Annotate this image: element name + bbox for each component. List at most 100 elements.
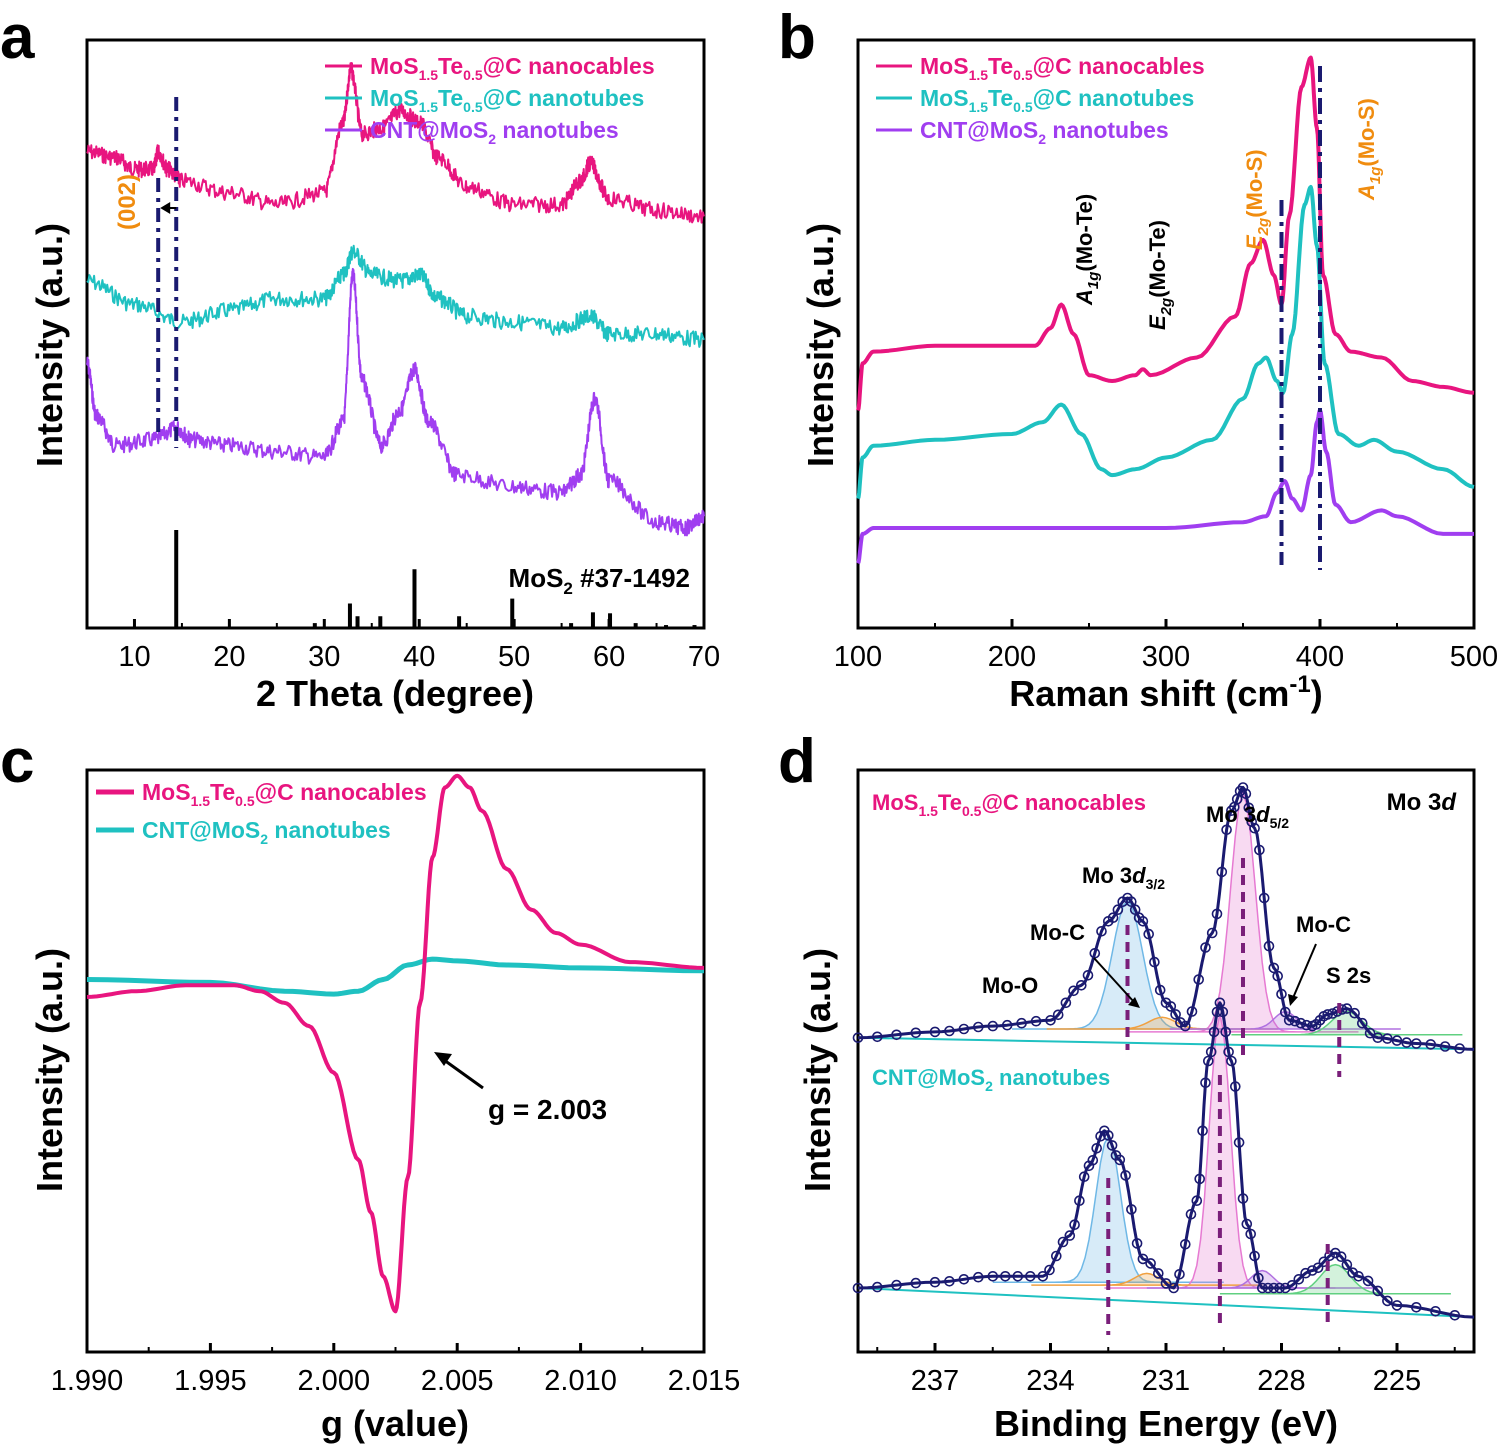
data-marker: [958, 1274, 970, 1285]
data-marker: [1249, 1250, 1260, 1262]
data-marker: [1372, 1285, 1384, 1297]
data-marker: [1391, 1035, 1403, 1046]
data-marker: [1430, 1306, 1441, 1317]
x-tick-label: 2.005: [421, 1365, 494, 1397]
data-marker: [1240, 788, 1252, 800]
panel-b-series-line: [856, 185, 1475, 500]
data-marker: [1262, 1282, 1274, 1294]
data-marker: [1076, 979, 1087, 991]
raman-peak-label: A1g(Mo-Te): [1072, 194, 1102, 306]
x-tick-label: 50: [498, 641, 530, 673]
x-tick-label: 40: [403, 641, 435, 673]
data-marker: [1057, 1236, 1069, 1248]
panel-a-frame: [85, 38, 706, 630]
data-marker: [1327, 1008, 1338, 1019]
data-marker: [1154, 984, 1166, 996]
x-tick-label: 225: [1373, 1365, 1421, 1397]
label-mo-o: Mo-O: [982, 973, 1038, 998]
g-arrow: [443, 1058, 484, 1090]
data-marker: [1194, 1173, 1205, 1185]
data-marker: [1322, 1009, 1333, 1020]
data-marker: [1243, 802, 1255, 814]
data-marker: [1068, 985, 1079, 997]
data-marker: [958, 1023, 970, 1035]
data-marker: [944, 1025, 955, 1037]
data-marker: [1364, 1027, 1376, 1039]
data-marker: [1223, 1046, 1234, 1058]
raman-peak-label: E2g(Mo-S): [1242, 149, 1272, 250]
data-marker: [1216, 866, 1228, 878]
panel-d-frame: [856, 768, 1476, 1354]
data-marker: [1206, 927, 1218, 939]
panel-a-series-line: [86, 267, 705, 537]
data-marker: [1120, 1170, 1131, 1181]
panel-d-envelope-line: [857, 786, 1475, 1051]
data-marker: [1082, 969, 1094, 981]
panel-c-series-line: [86, 773, 705, 1314]
data-marker: [1241, 1218, 1253, 1230]
x-tick-label: 100: [834, 641, 882, 673]
data-marker: [1289, 1015, 1301, 1027]
legend-entry: MoS1.5Te0.5@C nanocables: [920, 53, 1205, 83]
g-arrowhead: [434, 1052, 452, 1066]
panel-b-xlabel: Raman shift (cm-1): [1009, 671, 1322, 714]
data-marker: [1357, 1017, 1368, 1029]
data-marker: [1253, 1272, 1264, 1284]
data-marker: [1391, 1300, 1403, 1311]
data-marker: [910, 1277, 922, 1289]
data-marker: [1016, 1017, 1027, 1029]
data-marker: [1193, 974, 1204, 985]
panel-a-xlabel: 2 Theta (degree): [256, 673, 534, 714]
data-marker: [1286, 1280, 1298, 1291]
data-marker: [1012, 1271, 1024, 1282]
data-marker: [1044, 1264, 1055, 1276]
data-marker: [1186, 1006, 1198, 1017]
x-tick-label: 10: [118, 641, 150, 673]
data-marker: [1114, 1154, 1126, 1166]
data-marker: [891, 1029, 902, 1041]
data-marker: [1106, 1140, 1118, 1151]
data-marker: [1074, 1195, 1085, 1206]
panel-letter-c: c: [0, 727, 34, 796]
data-marker: [1131, 1238, 1143, 1249]
x-tick-label: 1.995: [174, 1365, 247, 1397]
data-marker: [1143, 928, 1154, 940]
panel-b-series-line: [856, 55, 1475, 411]
raman-peak-label: A1g(Mo-S): [1354, 98, 1384, 201]
data-marker: [1280, 1006, 1291, 1018]
data-marker: [972, 1271, 984, 1283]
data-marker: [1411, 1038, 1422, 1049]
label-s-2s: S 2s: [1326, 963, 1371, 988]
x-tick-label: 2.015: [668, 1365, 741, 1397]
x-tick-label: 60: [593, 641, 625, 673]
legend-entry: CNT@MoS2 nanotubes: [370, 117, 619, 147]
data-marker: [1107, 912, 1119, 924]
data-marker: [1382, 1295, 1393, 1307]
x-tick-label: 400: [1296, 641, 1344, 673]
label-mo-c-left: Mo-C: [1030, 920, 1085, 945]
mo-c-arrow: [1292, 943, 1317, 999]
data-marker: [1185, 1209, 1197, 1220]
mo-c-arrow: [1093, 957, 1135, 1003]
data-marker: [1165, 1001, 1177, 1012]
x-tick-label: 70: [688, 641, 720, 673]
data-marker: [1382, 1033, 1393, 1044]
data-marker: [1191, 1195, 1203, 1206]
data-marker: [1237, 1193, 1249, 1204]
data-marker: [1425, 1039, 1436, 1050]
data-marker: [1230, 1081, 1241, 1092]
data-marker: [1274, 1282, 1285, 1294]
data-marker: [1353, 1271, 1364, 1282]
label-mo-3d52: Mo 3d5/2: [1206, 802, 1289, 831]
data-marker: [1295, 1017, 1307, 1029]
panel-a-ylabel: Intensity (a.u.): [29, 223, 70, 467]
data-marker: [972, 1021, 984, 1033]
data-marker: [1197, 1125, 1208, 1137]
legend-entry: MoS1.5Te0.5@C nanocables: [142, 779, 427, 809]
data-marker: [1170, 1009, 1181, 1020]
data-marker: [1137, 1253, 1149, 1265]
data-marker: [1208, 1026, 1220, 1038]
data-marker: [852, 1282, 864, 1294]
x-tick-label: 20: [213, 641, 245, 673]
data-marker: [852, 1032, 864, 1043]
